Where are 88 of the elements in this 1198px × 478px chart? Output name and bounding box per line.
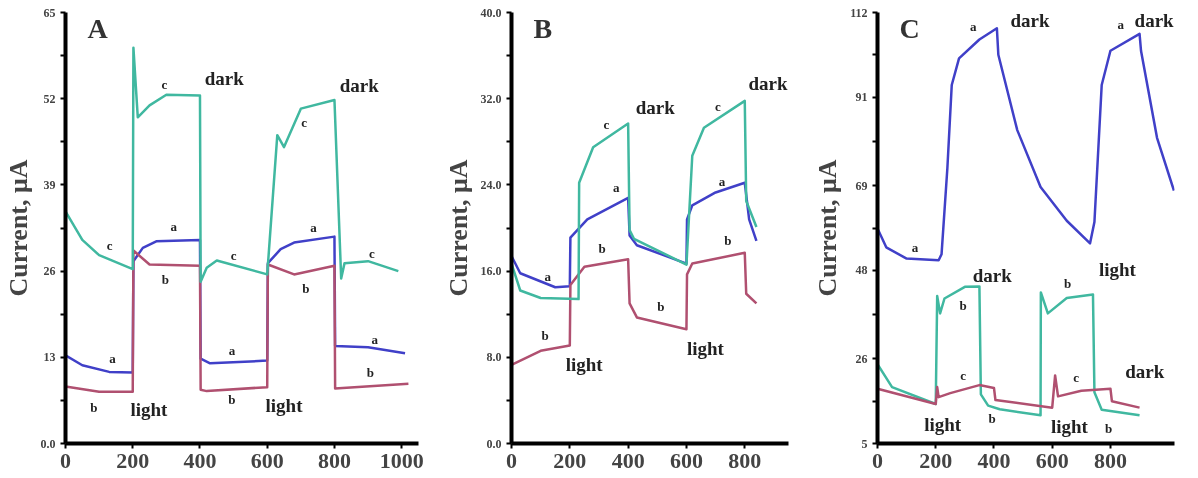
annotation: b <box>1105 421 1113 437</box>
annotation: dark <box>635 96 676 118</box>
annotation: a <box>371 331 379 347</box>
annotation: b <box>302 280 310 296</box>
x-tick-label: 600 <box>1035 447 1069 473</box>
annotation: light <box>686 338 725 360</box>
y-tick-label: 39 <box>43 177 56 192</box>
y-tick-label: 65 <box>43 5 56 20</box>
annotation: a <box>718 174 726 190</box>
y-tick-label: 112 <box>850 5 868 20</box>
annotation: light <box>130 398 169 420</box>
y-tick-label: 52 <box>43 91 56 106</box>
annotation: b <box>541 328 549 344</box>
x-tick-label: 800 <box>1093 447 1127 473</box>
annotation: dark <box>972 265 1013 287</box>
x-tick-label: 400 <box>611 447 645 473</box>
y-tick-label: 32.0 <box>480 91 502 106</box>
x-tick-label: 600 <box>250 447 284 473</box>
annotation: dark <box>1010 10 1051 32</box>
annotation: light <box>265 395 304 417</box>
x-tick-label: 800 <box>317 447 351 473</box>
x-tick-label: 400 <box>183 447 217 473</box>
x-tick-label: 1000 <box>379 447 424 473</box>
annotation: a <box>911 239 919 255</box>
x-tick-label: 0 <box>60 447 71 473</box>
chart-title: B <box>533 12 553 44</box>
y-tick-label: 26 <box>43 264 56 279</box>
annotation: a <box>109 351 117 367</box>
y-tick-label: 69 <box>855 178 868 193</box>
annotation: b <box>1064 275 1072 291</box>
annotation: b <box>959 298 967 314</box>
y-axis-title: Current, μA <box>3 159 33 297</box>
y-tick-label: 91 <box>855 90 868 105</box>
y-axis-title: Current, μA <box>443 159 473 297</box>
x-tick-label: 0 <box>872 447 883 473</box>
x-tick-label: 600 <box>669 447 703 473</box>
annotation: dark <box>748 73 789 95</box>
y-tick-label: 13 <box>43 350 56 365</box>
annotation: b <box>724 233 732 249</box>
annotation: b <box>90 400 98 416</box>
x-tick-label: 0 <box>506 447 517 473</box>
annotation: b <box>598 240 606 256</box>
annotation: c <box>960 367 967 383</box>
y-tick-label: 0.0 <box>486 436 502 451</box>
x-tick-label: 200 <box>116 447 150 473</box>
annotation: dark <box>1125 361 1165 383</box>
annotation: b <box>657 299 665 315</box>
annotation: dark <box>339 74 380 96</box>
y-tick-label: 24.0 <box>480 177 502 192</box>
annotation: light <box>565 354 604 376</box>
annotation: a <box>1117 17 1125 33</box>
annotation: light <box>924 414 962 436</box>
annotation: b <box>988 411 996 427</box>
y-tick-label: 8.0 <box>486 350 502 365</box>
annotation: c <box>301 115 308 131</box>
annotation: a <box>544 268 552 284</box>
annotation: a <box>228 342 236 358</box>
y-tick-label: 26 <box>855 351 868 366</box>
annotation: c <box>1073 369 1080 385</box>
y-tick-label: 40.0 <box>480 5 502 20</box>
y-axis-title: Current, μA <box>813 159 843 297</box>
y-tick-label: 0.0 <box>40 436 56 451</box>
annotation: a <box>170 218 178 234</box>
x-tick-label: 200 <box>553 447 587 473</box>
chart-title: C <box>899 12 920 44</box>
annotation: c <box>603 117 610 133</box>
annotation: b <box>366 365 375 381</box>
annotation: a <box>970 18 978 34</box>
annotation: b <box>228 391 236 407</box>
x-tick-label: 200 <box>919 447 953 473</box>
y-tick-label: 5 <box>861 436 868 451</box>
annotation: dark <box>204 68 245 90</box>
annotation: dark <box>1134 10 1175 32</box>
chart-title: A <box>87 12 109 44</box>
y-tick-label: 48 <box>855 263 868 278</box>
annotation: c <box>715 98 722 114</box>
annotation: a <box>310 219 318 235</box>
annotation: light <box>1098 259 1137 281</box>
annotation: a <box>612 179 620 195</box>
x-tick-label: 400 <box>977 447 1011 473</box>
annotation: light <box>1050 416 1089 438</box>
annotation: c <box>106 237 113 253</box>
annotation: c <box>230 247 237 263</box>
annotation: c <box>161 76 168 92</box>
y-tick-label: 16.0 <box>480 264 502 279</box>
annotation: c <box>368 246 375 262</box>
x-tick-label: 800 <box>728 447 762 473</box>
annotation: b <box>161 272 169 288</box>
